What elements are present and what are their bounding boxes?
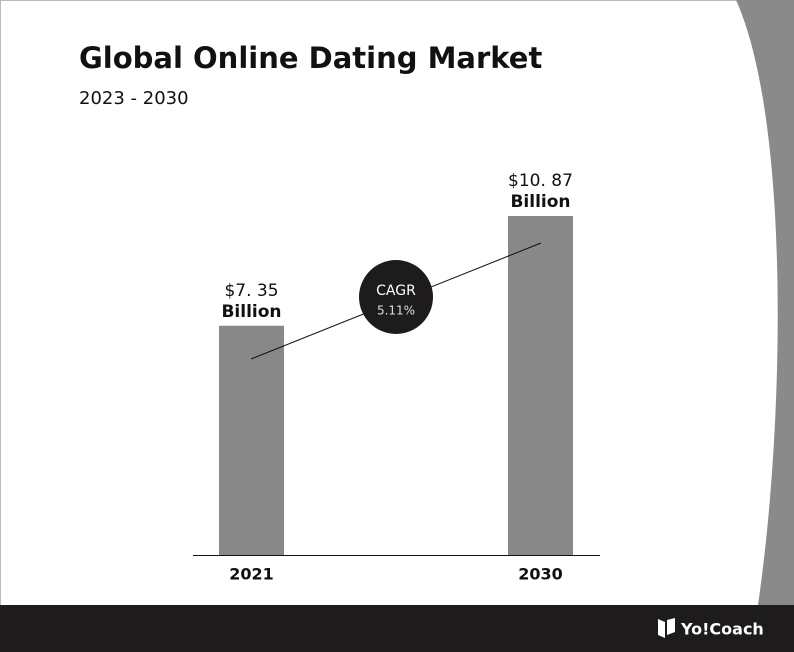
x-tick-label: 2021 bbox=[229, 565, 274, 584]
value-label: $7. 35 bbox=[224, 281, 278, 301]
cagr-badge bbox=[359, 260, 433, 334]
chart-subtitle: 2023 - 2030 bbox=[79, 88, 189, 109]
cagr-label: CAGR bbox=[376, 283, 416, 299]
cagr-value: 5.11% bbox=[377, 304, 415, 318]
bar bbox=[508, 216, 573, 555]
value-unit: Billion bbox=[221, 302, 281, 322]
x-tick-label: 2030 bbox=[518, 565, 563, 584]
value-label: $10. 87 bbox=[508, 171, 573, 191]
chart-title: Global Online Dating Market bbox=[79, 41, 542, 75]
bar bbox=[219, 325, 284, 555]
brand: Yo!Coach bbox=[680, 620, 764, 639]
decor-curve bbox=[736, 0, 794, 605]
value-unit: Billion bbox=[510, 192, 570, 212]
logo-icon bbox=[658, 618, 675, 638]
